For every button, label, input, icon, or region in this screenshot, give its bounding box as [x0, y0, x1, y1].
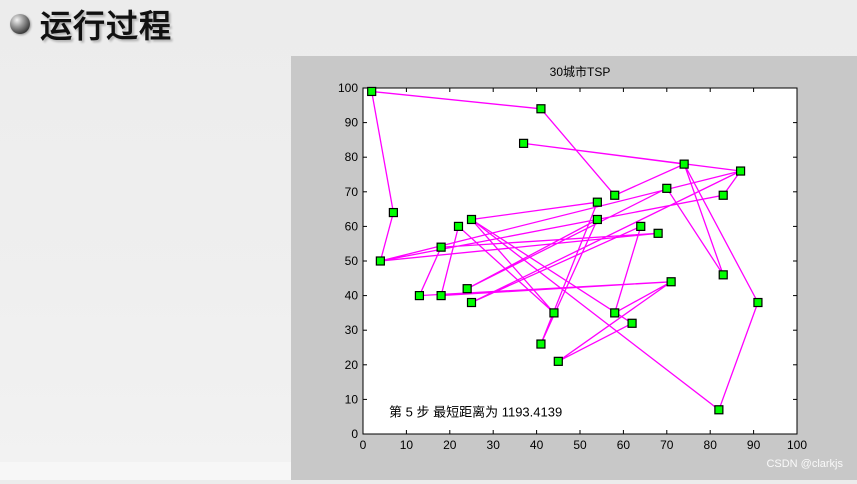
- y-tick-label: 70: [345, 185, 359, 199]
- plot-area: [362, 87, 798, 435]
- left-panel-strip: [0, 462, 291, 480]
- y-tick-label: 30: [345, 323, 359, 337]
- city-point: [718, 270, 728, 280]
- city-point: [388, 207, 398, 218]
- city-point: [662, 183, 672, 193]
- city-point: [653, 228, 663, 238]
- x-tick-label: 10: [400, 438, 414, 452]
- city-point: [636, 221, 646, 231]
- city-point: [718, 190, 728, 200]
- city-point: [610, 190, 620, 200]
- y-tick-label: 10: [345, 392, 359, 406]
- city-point: [735, 166, 746, 176]
- city-point: [536, 339, 546, 349]
- city-point: [592, 214, 602, 225]
- city-point: [436, 291, 446, 301]
- slide-heading: 运行过程: [10, 2, 172, 46]
- y-tick-label: 20: [345, 358, 359, 372]
- chart-title: 30城市TSP: [550, 64, 611, 79]
- city-point: [549, 308, 559, 318]
- x-tick-label: 60: [617, 438, 631, 452]
- x-tick-label: 20: [443, 438, 457, 452]
- x-tick-label: 30: [487, 438, 501, 452]
- city-point: [436, 242, 446, 252]
- city-point: [466, 297, 477, 308]
- chart-annotation: 第 5 步 最短距离为 1193.4139: [389, 405, 562, 420]
- x-tick-label: 40: [530, 438, 544, 452]
- y-tick-label: 80: [345, 150, 359, 164]
- city-point: [627, 318, 637, 328]
- y-tick-label: 90: [345, 116, 359, 130]
- city-point: [462, 284, 472, 294]
- city-point: [453, 221, 464, 231]
- csdn-watermark: CSDN @clarkjs: [766, 458, 843, 470]
- city-point: [679, 159, 689, 169]
- city-point: [753, 297, 763, 308]
- city-point: [610, 308, 620, 318]
- bullet-icon: [10, 14, 30, 34]
- matlab-figure-window: 30城市TSP 0 10 20 30 40 50 60 70 80 90 100 0 10 20 30 40 5…: [291, 56, 857, 480]
- y-tick-label: 60: [345, 219, 359, 233]
- x-tick-label: 0: [360, 438, 367, 452]
- city-point: [553, 356, 563, 366]
- x-tick-label: 80: [704, 438, 718, 452]
- city-point: [666, 277, 676, 287]
- city-point: [375, 256, 385, 266]
- city-point: [414, 291, 425, 301]
- city-point: [367, 86, 377, 97]
- x-tick-label: 100: [787, 438, 807, 452]
- x-tick-label: 50: [573, 438, 587, 452]
- city-point: [466, 214, 477, 225]
- city-point: [592, 197, 602, 207]
- city-point: [714, 405, 724, 415]
- tsp-chart: 30城市TSP 0 10 20 30 40 50 60 70 80 90 100 0 10 20 30 40 5…: [338, 64, 807, 452]
- y-tick-label: 40: [345, 289, 359, 303]
- x-tick-label: 70: [660, 438, 674, 452]
- y-tick-label: 0: [351, 427, 358, 441]
- y-tick-label: 100: [338, 81, 358, 95]
- slide-title: 运行过程: [40, 7, 173, 45]
- route-line: [371, 90, 759, 411]
- x-tick-label: 90: [747, 438, 761, 452]
- city-point: [518, 138, 529, 148]
- y-tick-label: 50: [345, 254, 359, 268]
- city-point: [536, 104, 546, 114]
